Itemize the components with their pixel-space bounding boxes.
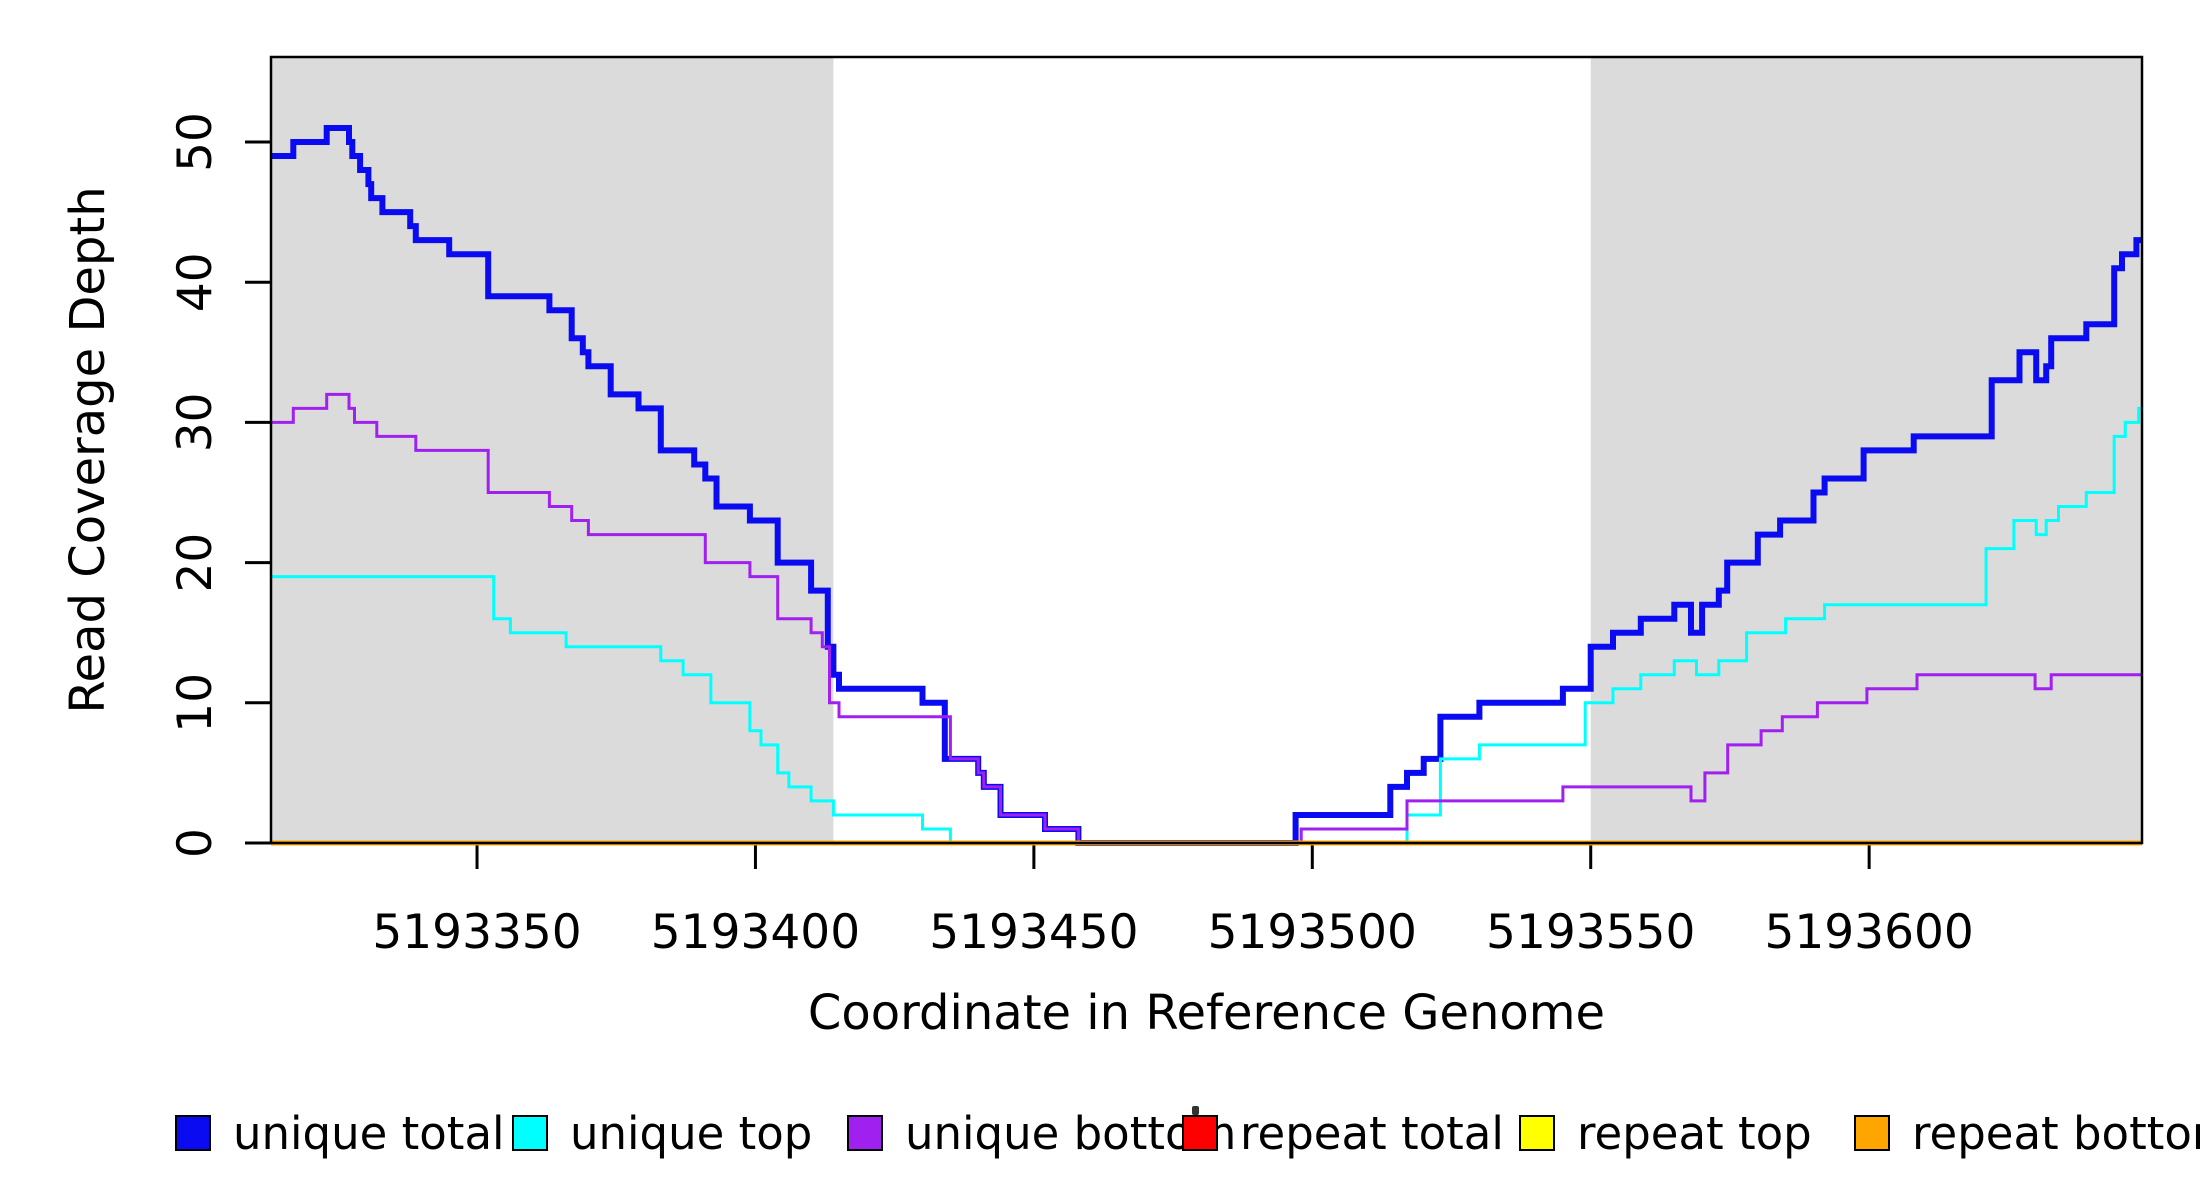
left-gray-band	[271, 57, 834, 843]
y-tick-label-10: 10	[168, 673, 223, 733]
unique-top-swatch-icon	[512, 1115, 548, 1151]
x-tick-label-5193350: 5193350	[372, 905, 581, 960]
legend-label-unique-bottom: unique bottom	[905, 1106, 1237, 1160]
legend-item-unique-top: unique top	[512, 1098, 812, 1168]
legend: unique total unique top unique bottom re…	[0, 1098, 2200, 1168]
series-unique-top-line	[271, 406, 2142, 845]
y-tick-label-50: 50	[168, 112, 223, 172]
plot-frame	[269, 55, 2144, 845]
x-tick-label-5193450: 5193450	[929, 905, 1138, 960]
x-tick-label-5193550: 5193550	[1486, 905, 1695, 960]
x-tick-label-5193400: 5193400	[651, 905, 860, 960]
x-tick-label-5193500: 5193500	[1208, 905, 1417, 960]
stray-dot	[1192, 1106, 1199, 1115]
legend-item-repeat-top: repeat top	[1519, 1098, 1812, 1168]
unique-bottom-swatch-icon	[847, 1115, 883, 1151]
y-tick-label-40: 40	[168, 252, 223, 312]
legend-item-repeat-total: repeat total	[1182, 1098, 1504, 1168]
y-axis-title: Read Coverage Depth	[60, 186, 116, 714]
x-tick-label-5193600: 5193600	[1764, 905, 1973, 960]
legend-label-repeat-bottom: repeat bottom	[1912, 1106, 2200, 1160]
legend-item-repeat-bottom: repeat bottom	[1854, 1098, 2200, 1168]
unique-total-swatch-icon	[175, 1115, 211, 1151]
legend-label-repeat-top: repeat top	[1577, 1106, 1812, 1160]
y-tick-label-30: 30	[168, 392, 223, 452]
x-axis-title: Coordinate in Reference Genome	[807, 985, 1606, 1041]
repeat-bottom-swatch-icon	[1854, 1115, 1890, 1151]
legend-label-unique-top: unique top	[570, 1106, 813, 1160]
coverage-plot: 5193350 5193400 5193450 5193500 5193550 51936…	[168, 55, 2144, 960]
series-unique-bottom-line	[271, 392, 2142, 845]
legend-item-unique-bottom: unique bottom	[847, 1098, 1236, 1168]
legend-label-repeat-total: repeat total	[1240, 1106, 1504, 1160]
y-tick-label-0: 0	[168, 828, 223, 858]
repeat-total-swatch-icon	[1182, 1115, 1218, 1151]
y-tick-label-20: 20	[168, 533, 223, 593]
legend-item-unique-total: unique total	[175, 1098, 505, 1168]
legend-label-unique-total: unique total	[233, 1106, 505, 1160]
repeat-top-swatch-icon	[1519, 1115, 1555, 1151]
